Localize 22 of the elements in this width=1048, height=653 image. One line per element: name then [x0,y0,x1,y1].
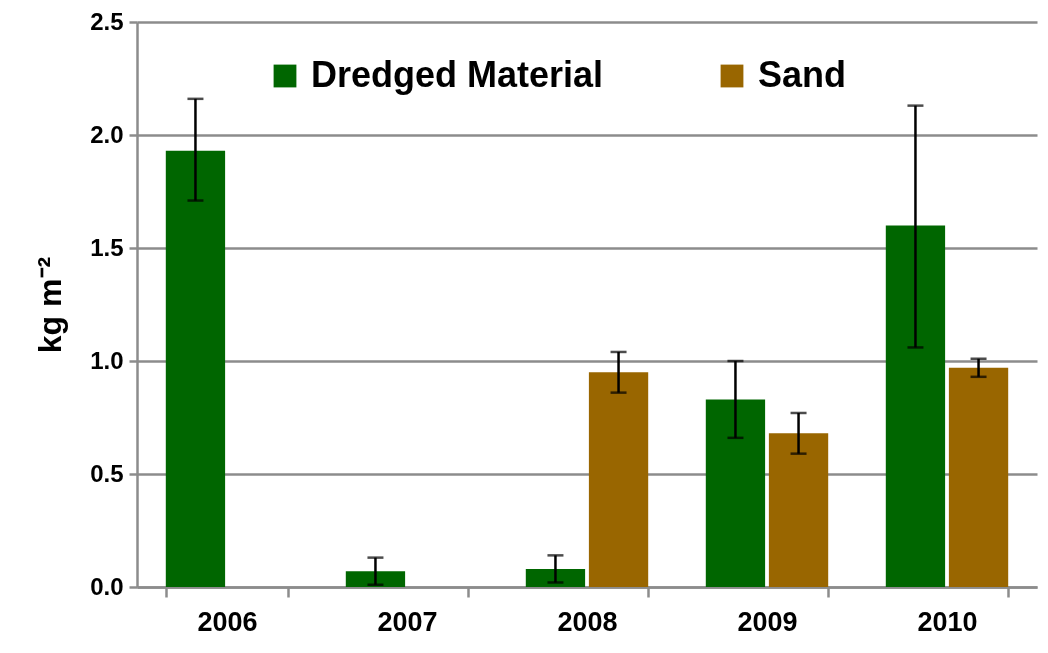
y-tick-label: 2.0 [90,120,124,148]
x-tick-label: 2007 [377,606,438,637]
legend-label: Dredged Material [311,54,604,95]
bar [768,433,829,587]
y-axis-title: kg m⁻² [32,256,69,354]
x-tick-label: 2008 [557,606,618,637]
y-tick-label: 1.0 [90,346,124,374]
bar [345,571,406,587]
legend-label: Sand [758,54,847,95]
bar [705,399,766,587]
x-tick-label: 2010 [917,606,978,637]
y-tick-label: 0.0 [90,572,124,600]
y-tick-label: 2.5 [90,7,124,35]
x-tick-label: 2006 [197,606,258,637]
x-tick-label: 2009 [737,606,798,637]
bar [525,568,586,587]
bar [165,150,226,587]
y-tick-label: 1.5 [90,233,124,261]
y-tick-label: 0.5 [90,459,124,487]
bar [948,367,1009,587]
bar [885,225,946,587]
bar [588,372,649,587]
